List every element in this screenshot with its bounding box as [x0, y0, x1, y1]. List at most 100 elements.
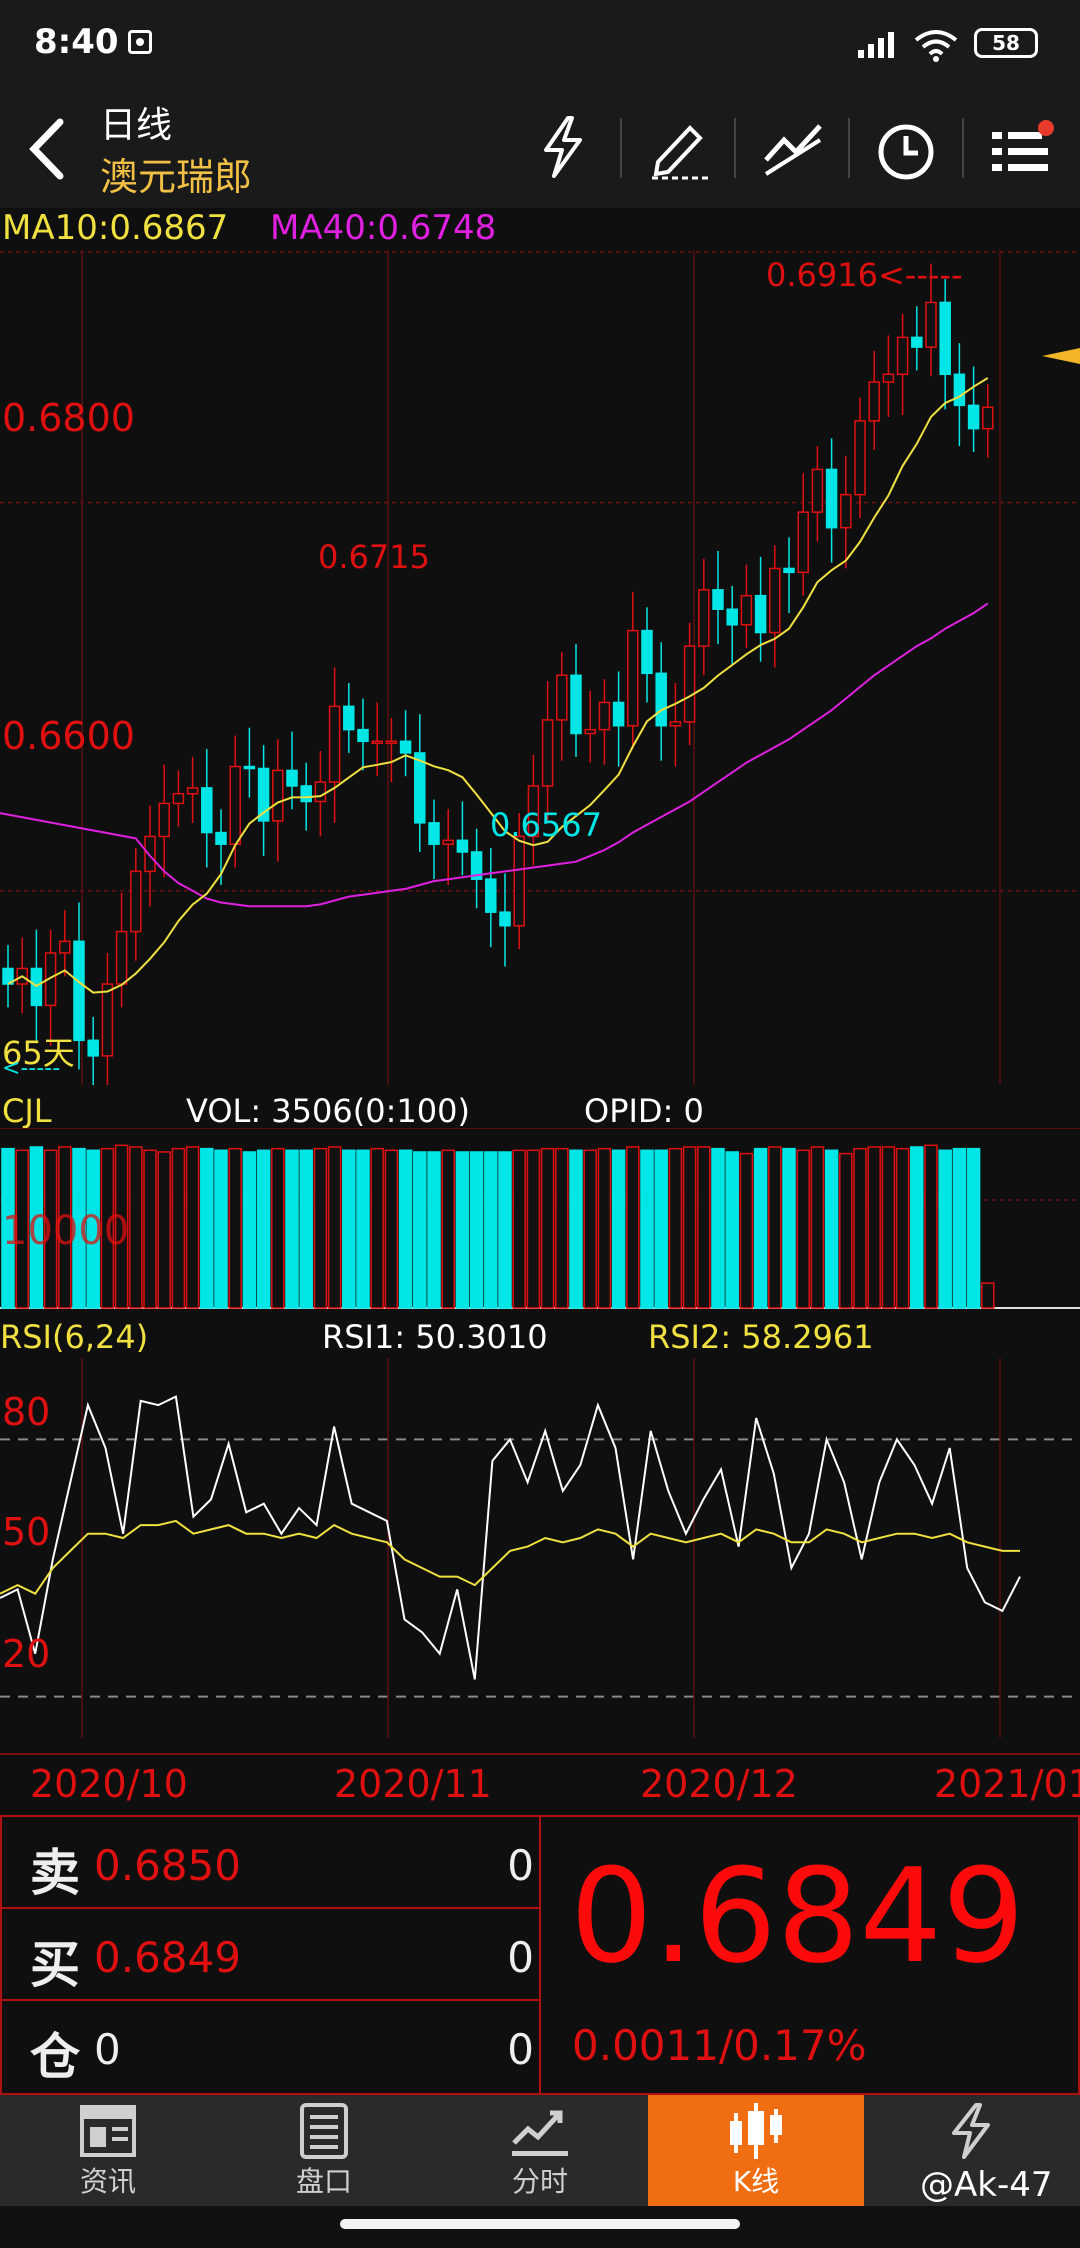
volume-bar — [214, 1149, 228, 1309]
price-panel[interactable] — [0, 250, 1080, 1085]
volume-bar — [924, 1144, 938, 1309]
volume-bar — [370, 1147, 384, 1309]
volume-bar — [569, 1149, 583, 1309]
instrument-name[interactable]: 澳元瑞郎 — [100, 155, 253, 199]
days-arrow: <----- — [2, 1056, 61, 1081]
volume-bar — [938, 1149, 952, 1309]
candle-body — [300, 785, 312, 803]
price-change: 0.0011/0.17% — [572, 2021, 867, 2070]
date-tick: 2020/11 — [334, 1762, 492, 1806]
volume-bar — [597, 1147, 612, 1309]
candle-body — [854, 420, 866, 496]
tab-timeshare[interactable]: 分时 — [432, 2095, 648, 2206]
menu-icon[interactable] — [990, 120, 1056, 180]
candle-body — [556, 674, 568, 721]
volume-bar — [86, 1149, 100, 1309]
kline-chart[interactable]: MA10:0.6867 MA40:0.6748 0.6800 0.6600 0.… — [0, 208, 1080, 1815]
volume-bar — [796, 1149, 810, 1309]
volume-bar — [129, 1146, 143, 1309]
candle-body — [754, 594, 767, 634]
candle-body — [186, 787, 199, 795]
candle-body — [627, 629, 639, 727]
tab-orderbook[interactable]: 盘口 — [216, 2095, 432, 2206]
volume-bar — [981, 1282, 995, 1309]
candle-body — [414, 752, 426, 824]
draw-pen-icon[interactable] — [648, 118, 712, 180]
candle-body — [144, 835, 156, 873]
candle-body — [158, 802, 170, 838]
candle-body — [101, 983, 114, 1057]
volume-bar — [839, 1152, 853, 1309]
candle-body — [385, 740, 398, 745]
candle-body — [499, 911, 511, 927]
buy-row[interactable]: 买 0.6849 0 — [0, 1907, 540, 1999]
flash-icon — [952, 2103, 990, 2159]
tab-news[interactable]: 资讯 — [0, 2095, 216, 2206]
candle-body — [641, 629, 653, 675]
clock-icon[interactable] — [876, 122, 936, 182]
candle-body — [541, 719, 554, 787]
candle-body — [911, 336, 923, 348]
volume-bar — [455, 1151, 470, 1309]
flash-icon[interactable] — [538, 116, 588, 178]
volume-bar — [100, 1147, 115, 1309]
rsi-level-50: 50 — [2, 1510, 51, 1554]
volume-bar — [441, 1149, 455, 1309]
volume-panel[interactable] — [0, 1128, 1080, 1320]
sell-quantity: 0 — [507, 1841, 534, 1890]
candle-body — [456, 839, 469, 853]
candle-body — [485, 878, 497, 913]
volume-bar — [200, 1147, 214, 1309]
back-icon[interactable] — [22, 116, 72, 182]
position-value: 0 — [94, 2025, 121, 2074]
volume-bar — [356, 1149, 370, 1309]
candle-body — [442, 839, 454, 845]
volume-bar — [398, 1149, 413, 1309]
volume-bar — [228, 1147, 242, 1309]
volume-level-label: 10000 — [2, 1208, 130, 1254]
volume-bar — [1, 1147, 15, 1309]
trendline-icon[interactable] — [762, 120, 826, 178]
page-title: 日线 — [100, 105, 173, 146]
sell-row[interactable]: 卖 0.6850 0 — [0, 1815, 540, 1907]
candle-body — [683, 645, 696, 723]
volume-value: VOL: 3506(0:100) — [186, 1092, 470, 1130]
candle-body — [712, 589, 724, 610]
volume-bar — [15, 1149, 29, 1309]
candle-body — [598, 701, 611, 731]
ma10-line — [7, 377, 989, 994]
rsi-level-20: 20 — [2, 1632, 51, 1676]
home-indicator[interactable] — [340, 2219, 740, 2229]
date-tick: 2020/10 — [30, 1762, 188, 1806]
candle-body — [357, 728, 369, 743]
low-annotation: 0.6567 — [490, 806, 602, 844]
status-bar: 8:40 58 — [0, 0, 1080, 90]
volume-bar — [327, 1146, 342, 1309]
candle-body — [570, 674, 582, 735]
candle-body — [428, 822, 440, 845]
tab-kline[interactable]: K线 — [648, 2095, 864, 2206]
volume-bar — [966, 1147, 981, 1309]
candle-body — [939, 301, 951, 376]
volume-bar — [427, 1151, 441, 1309]
volume-bar — [285, 1149, 299, 1309]
candle-body — [470, 851, 483, 880]
volume-bar — [626, 1146, 640, 1309]
date-tick: 2020/12 — [640, 1762, 798, 1806]
volume-bar — [895, 1147, 910, 1309]
tab-flash[interactable]: 闪 — [864, 2095, 1080, 2206]
candle-body — [44, 952, 57, 1007]
candle-body — [925, 301, 937, 348]
volume-bar — [952, 1147, 967, 1309]
candle-body — [698, 589, 710, 647]
candle-body — [215, 831, 227, 845]
rsi-panel[interactable] — [0, 1358, 1080, 1753]
volume-bar — [114, 1144, 129, 1309]
candle-body — [612, 701, 625, 727]
buy-quantity: 0 — [507, 1933, 534, 1982]
volume-bar — [271, 1147, 285, 1309]
volume-indicator-name: CJL — [2, 1092, 52, 1130]
volume-bar — [43, 1149, 58, 1309]
volume-bar — [881, 1146, 896, 1309]
camera-notification-icon — [128, 30, 152, 54]
